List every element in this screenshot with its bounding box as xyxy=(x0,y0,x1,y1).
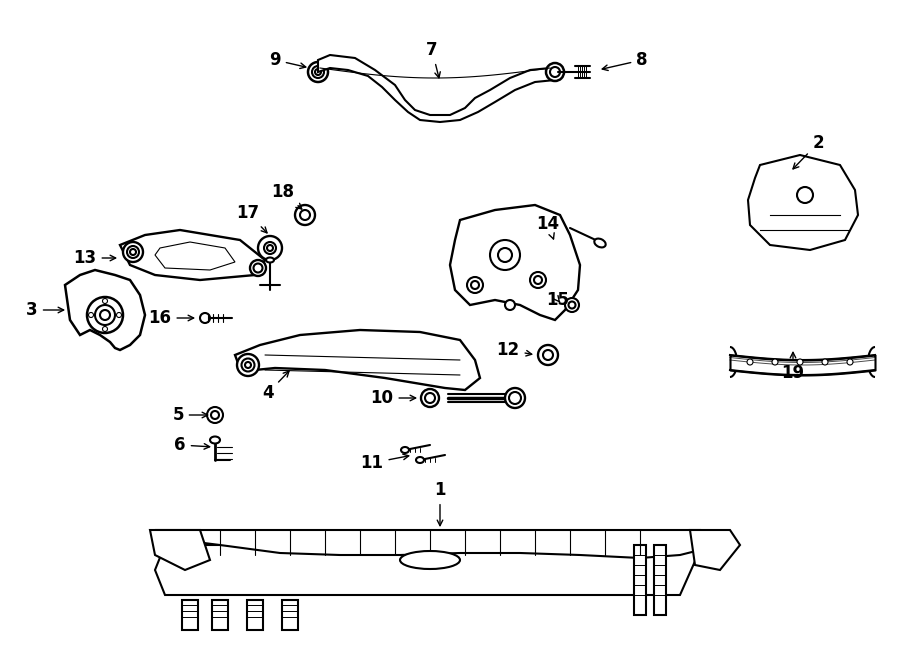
Text: 14: 14 xyxy=(536,215,560,239)
Polygon shape xyxy=(318,55,555,122)
Text: 8: 8 xyxy=(602,51,648,71)
Ellipse shape xyxy=(315,69,321,75)
Ellipse shape xyxy=(550,67,560,77)
Text: 11: 11 xyxy=(361,454,409,472)
Circle shape xyxy=(498,248,512,262)
Polygon shape xyxy=(247,600,263,630)
Polygon shape xyxy=(282,600,298,630)
Circle shape xyxy=(295,205,315,225)
Text: 6: 6 xyxy=(175,436,210,454)
Text: 2: 2 xyxy=(793,134,824,169)
Text: 13: 13 xyxy=(74,249,116,267)
Text: 10: 10 xyxy=(371,389,416,407)
Ellipse shape xyxy=(565,298,579,312)
Text: 18: 18 xyxy=(272,183,302,209)
Ellipse shape xyxy=(509,392,521,404)
Circle shape xyxy=(95,305,115,325)
Circle shape xyxy=(471,281,479,289)
Ellipse shape xyxy=(425,393,435,403)
Ellipse shape xyxy=(421,389,439,407)
Polygon shape xyxy=(155,545,700,595)
Circle shape xyxy=(264,242,276,254)
Text: 16: 16 xyxy=(148,309,194,327)
Ellipse shape xyxy=(210,436,220,444)
Circle shape xyxy=(747,359,753,365)
Polygon shape xyxy=(120,230,265,280)
Circle shape xyxy=(467,277,483,293)
Ellipse shape xyxy=(401,447,409,453)
Circle shape xyxy=(207,407,223,423)
Ellipse shape xyxy=(594,239,606,247)
Text: 17: 17 xyxy=(237,204,267,233)
Polygon shape xyxy=(155,530,700,558)
Circle shape xyxy=(211,411,219,419)
Ellipse shape xyxy=(416,457,424,463)
Circle shape xyxy=(100,310,110,320)
Ellipse shape xyxy=(200,313,210,323)
Circle shape xyxy=(103,327,107,332)
Circle shape xyxy=(797,359,803,365)
Ellipse shape xyxy=(505,388,525,408)
Ellipse shape xyxy=(130,249,136,255)
Polygon shape xyxy=(690,530,740,570)
Circle shape xyxy=(538,345,558,365)
Text: 12: 12 xyxy=(497,341,532,359)
Polygon shape xyxy=(235,330,480,390)
Circle shape xyxy=(103,299,107,303)
Text: 4: 4 xyxy=(262,371,289,402)
Circle shape xyxy=(267,245,273,251)
Polygon shape xyxy=(212,600,228,630)
Circle shape xyxy=(847,359,853,365)
Circle shape xyxy=(534,276,542,284)
Ellipse shape xyxy=(250,260,266,276)
Text: 7: 7 xyxy=(427,41,440,78)
Polygon shape xyxy=(182,600,198,630)
Circle shape xyxy=(797,187,813,203)
Circle shape xyxy=(88,313,94,317)
Polygon shape xyxy=(450,205,580,320)
Ellipse shape xyxy=(254,264,263,272)
Polygon shape xyxy=(155,242,235,270)
Circle shape xyxy=(530,272,546,288)
Ellipse shape xyxy=(546,63,564,81)
Text: 9: 9 xyxy=(269,51,306,69)
Ellipse shape xyxy=(241,358,255,371)
Circle shape xyxy=(543,350,553,360)
Circle shape xyxy=(300,210,310,220)
Ellipse shape xyxy=(245,362,251,368)
Ellipse shape xyxy=(312,66,324,78)
Circle shape xyxy=(490,240,520,270)
Ellipse shape xyxy=(308,62,328,82)
Polygon shape xyxy=(634,545,646,615)
Circle shape xyxy=(822,359,828,365)
Ellipse shape xyxy=(400,551,460,569)
Circle shape xyxy=(87,297,123,333)
Polygon shape xyxy=(748,155,858,250)
Polygon shape xyxy=(150,530,210,570)
Text: 15: 15 xyxy=(546,291,570,309)
Text: 1: 1 xyxy=(434,481,446,525)
Text: 3: 3 xyxy=(26,301,64,319)
Text: 19: 19 xyxy=(781,352,805,382)
Ellipse shape xyxy=(266,258,274,262)
Ellipse shape xyxy=(569,301,575,309)
Circle shape xyxy=(258,236,282,260)
Circle shape xyxy=(505,300,515,310)
Circle shape xyxy=(772,359,778,365)
Polygon shape xyxy=(654,545,666,615)
Circle shape xyxy=(116,313,122,317)
Ellipse shape xyxy=(237,354,259,376)
Text: 5: 5 xyxy=(172,406,208,424)
Ellipse shape xyxy=(127,246,139,258)
Polygon shape xyxy=(65,270,145,350)
Ellipse shape xyxy=(123,242,143,262)
